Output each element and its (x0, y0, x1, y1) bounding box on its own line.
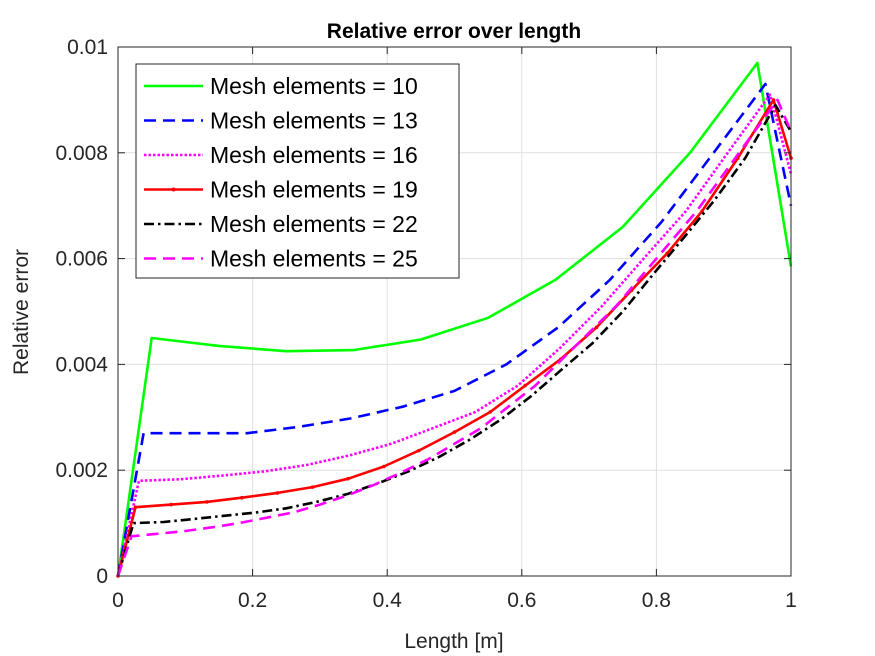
legend-label: Mesh elements = 19 (210, 177, 418, 203)
legend-label: Mesh elements = 16 (210, 142, 418, 168)
legend-label: Mesh elements = 13 (210, 108, 418, 134)
y-tick-label: 0.006 (55, 248, 108, 271)
x-tick-label: 0 (112, 589, 124, 612)
y-axis-label: Relative error (10, 249, 33, 375)
series-marker (346, 477, 350, 481)
series-marker (240, 496, 244, 500)
x-tick-label: 0.2 (238, 589, 267, 612)
legend-label: Mesh elements = 10 (210, 73, 418, 99)
y-tick-label: 0.008 (55, 142, 108, 165)
y-tick-label: 0.002 (55, 459, 108, 482)
series-marker (382, 465, 386, 469)
series-marker (205, 500, 209, 504)
series-marker (488, 410, 492, 414)
series-marker (523, 384, 527, 388)
legend-label: Mesh elements = 22 (210, 211, 418, 237)
legend: Mesh elements = 10 Mesh elements = 13 Mesh… (136, 64, 459, 278)
legend-label: Mesh elements = 25 (210, 246, 418, 272)
y-tick-label: 0.01 (67, 36, 108, 59)
legend-marker (172, 188, 176, 192)
y-tick-label: 0 (96, 565, 108, 588)
series-marker (276, 491, 280, 495)
x-tick-label: 1 (785, 589, 797, 612)
series-marker (417, 449, 421, 453)
series-marker (169, 503, 173, 507)
x-tick-label: 0.4 (373, 589, 403, 612)
x-axis-label: Length [m] (404, 630, 503, 653)
series-marker (311, 485, 315, 489)
chart-title: Relative error over length (327, 20, 581, 43)
series-marker (134, 505, 138, 509)
y-tick-label: 0.004 (55, 353, 108, 376)
series-marker (772, 98, 776, 102)
series-marker (595, 326, 599, 330)
series-marker (453, 430, 457, 434)
x-tick-label: 0.8 (642, 589, 671, 612)
x-tick-label: 0.6 (507, 589, 536, 612)
